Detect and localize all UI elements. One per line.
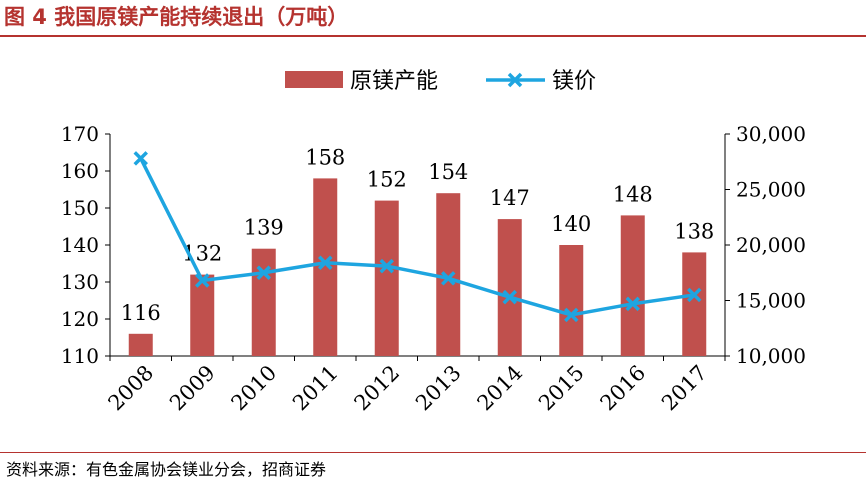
legend-line-label: 镁价 (552, 69, 596, 94)
bar-2016 (620, 215, 645, 356)
bar-value-label: 140 (551, 212, 591, 236)
price-marker-2017 (687, 287, 702, 303)
price-marker-2016 (625, 296, 640, 312)
bar-value-label: 116 (121, 301, 161, 325)
bar-2011 (313, 178, 338, 356)
y-left-tick-label: 140 (61, 233, 99, 257)
x-tick-label: 2011 (288, 361, 343, 416)
y-right-tick-label: 25,000 (736, 178, 806, 202)
x-tick-label: 2014 (473, 361, 528, 416)
bar-value-label: 138 (674, 219, 714, 243)
price-marker-2010 (256, 265, 271, 280)
price-marker-2011 (318, 255, 333, 270)
y-left-tick-label: 130 (61, 270, 99, 294)
x-tick-label: 2013 (411, 361, 466, 416)
legend-line-marker (507, 72, 523, 88)
y-left-tick-label: 150 (61, 196, 99, 220)
bar-2015 (559, 245, 584, 356)
bar-value-label: 147 (490, 186, 530, 210)
y-left-tick-label: 160 (61, 159, 99, 183)
y-right-tick-label: 20,000 (736, 233, 806, 257)
x-tick-label: 2015 (534, 361, 589, 416)
bar-value-label: 139 (244, 216, 284, 240)
bar-2014 (497, 219, 522, 356)
y-right-tick-label: 30,000 (736, 122, 806, 146)
bar-2012 (374, 200, 399, 356)
bar-2010 (251, 248, 276, 356)
x-tick-label: 2012 (350, 361, 405, 416)
price-marker-2008 (133, 151, 148, 166)
price-marker-2012 (379, 258, 394, 274)
price-marker-2014 (502, 289, 517, 305)
legend-bar-swatch (285, 71, 343, 88)
x-tick-label: 2008 (104, 361, 159, 416)
bar-2013 (436, 193, 461, 356)
bar-value-label: 154 (428, 160, 468, 184)
source-note: 资料来源：有色金属协会镁业分会，招商证券 (6, 460, 327, 479)
bar-2009 (190, 274, 215, 356)
y-left-tick-label: 120 (61, 307, 99, 331)
x-tick-label: 2016 (596, 361, 651, 416)
y-left-tick-label: 170 (61, 122, 99, 146)
chart: 110 120 130 140 150 160 170 10,000 15,000 20,000 2… (61, 69, 806, 416)
y-right-tick-label: 10,000 (736, 344, 806, 368)
price-line (139, 157, 695, 317)
bar-value-label: 148 (613, 182, 653, 206)
bar-2017 (682, 252, 707, 356)
bar-2008 (128, 333, 153, 356)
y-left-tick-label: 110 (61, 344, 99, 368)
figure-title: 图 4 我国原镁产能持续退出（万吨） (4, 5, 349, 29)
x-tick-label: 2017 (657, 361, 712, 416)
price-marker-2013 (441, 271, 456, 286)
legend-bar-label: 原镁产能 (350, 69, 438, 94)
price-marker-2009 (195, 273, 210, 288)
title-divider (0, 35, 866, 37)
y-right-tick-label: 15,000 (736, 289, 806, 313)
x-tick-label: 2009 (165, 361, 220, 416)
source-divider (0, 452, 866, 453)
x-tick-label: 2010 (227, 361, 282, 416)
price-marker-2015 (564, 307, 579, 323)
bar-value-label: 158 (305, 145, 345, 169)
bar-value-label: 152 (367, 168, 407, 192)
